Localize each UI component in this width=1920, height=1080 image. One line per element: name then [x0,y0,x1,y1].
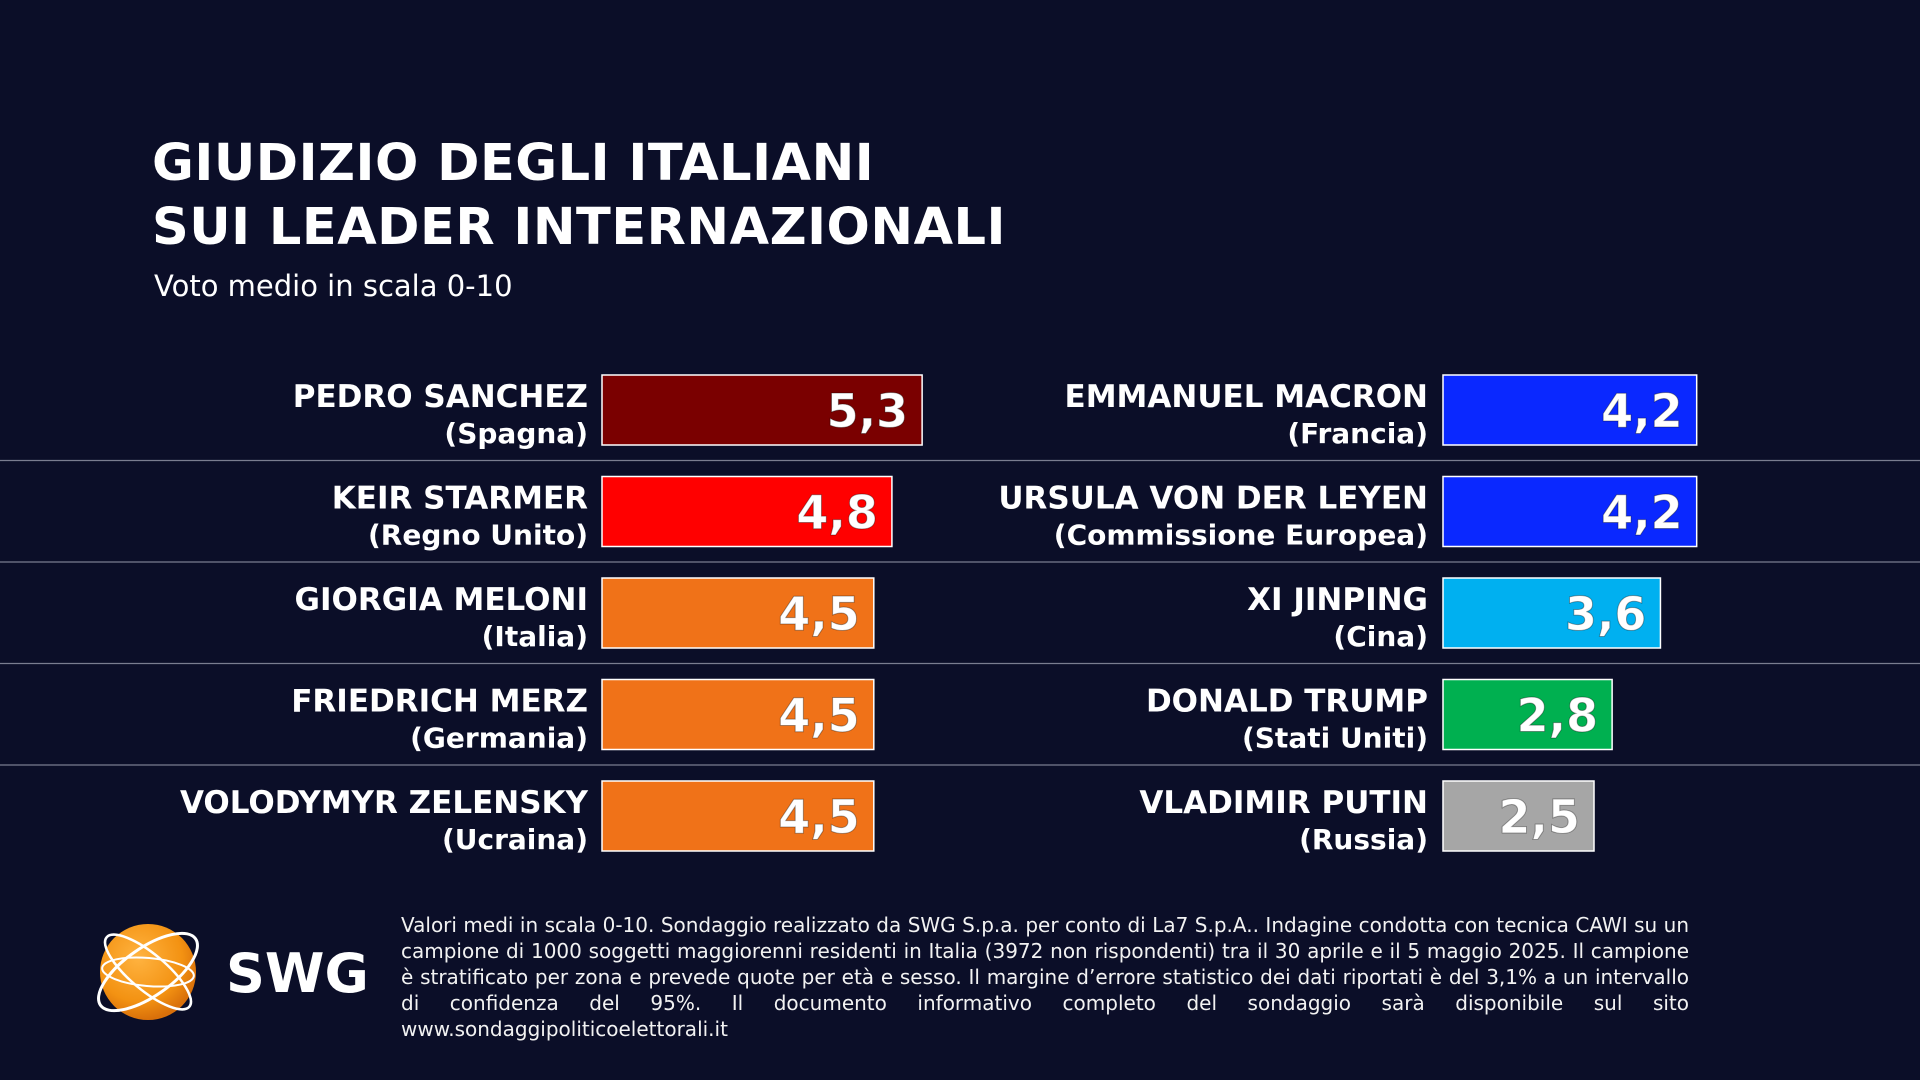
leader-name: FRIEDRICH MERZ [291,684,588,720]
bar [1442,678,1613,751]
chart-title: GIUDIZIO DEGLI ITALIANI SUI LEADER INTER… [152,132,1006,260]
methodology-note: Valori medi in scala 0-10. Sondaggio rea… [401,913,1689,1041]
leader-country: (Stati Uniti) [1242,722,1428,755]
leader-name: VLADIMIR PUTIN [1139,785,1428,821]
bar-value-label: 4,5 [778,689,860,743]
swg-logo: SWG [97,924,369,1020]
bar-value-label: 5,3 [827,384,909,438]
leader-name: PEDRO SANCHEZ [293,379,588,415]
leader-name: KEIR STARMER [332,481,588,517]
leader-country: (Commissione Europea) [1054,519,1428,552]
leader-name: URSULA VON DER LEYEN [998,481,1428,517]
bar-value-label: 4,5 [778,790,860,844]
leader-name: DONALD TRUMP [1146,684,1428,720]
leader-country: (Cina) [1333,620,1428,653]
bar [1442,475,1698,548]
bar-value-label: 2,8 [1517,689,1599,743]
bar [601,475,893,548]
bar [601,374,923,446]
bar [1442,577,1662,649]
title-line-1: GIUDIZIO DEGLI ITALIANI [152,134,875,193]
leader-country: (Spagna) [444,417,588,450]
leader-country: (Russia) [1299,823,1428,856]
title-line-2: SUI LEADER INTERNAZIONALI [152,198,1007,257]
globe-icon [97,924,199,1020]
bar [601,780,875,852]
bar-value-label: 3,6 [1565,587,1647,641]
bar-value-label: 4,2 [1601,486,1683,540]
leader-country: (Regno Unito) [368,519,588,552]
bar-value-label: 4,5 [778,587,860,641]
leader-name: EMMANUEL MACRON [1065,379,1428,415]
bar [1442,780,1595,852]
leader-country: (Germania) [410,722,588,755]
bar [1442,374,1698,446]
leader-country: (Italia) [482,620,588,653]
chart-subtitle: Voto medio in scala 0-10 [154,269,513,303]
leader-name: VOLODYMYR ZELENSKY [180,785,589,821]
bar [601,678,875,751]
leader-name: XI JINPING [1247,582,1428,618]
bar [601,577,875,649]
leader-country: (Ucraina) [442,823,588,856]
bar-value-label: 4,8 [796,486,878,540]
bar-value-label: 2,5 [1499,790,1581,844]
bar-value-label: 4,2 [1601,384,1683,438]
leader-name: GIORGIA MELONI [295,582,588,618]
logo-text: SWG [226,942,369,1005]
leader-country: (Francia) [1287,417,1428,450]
